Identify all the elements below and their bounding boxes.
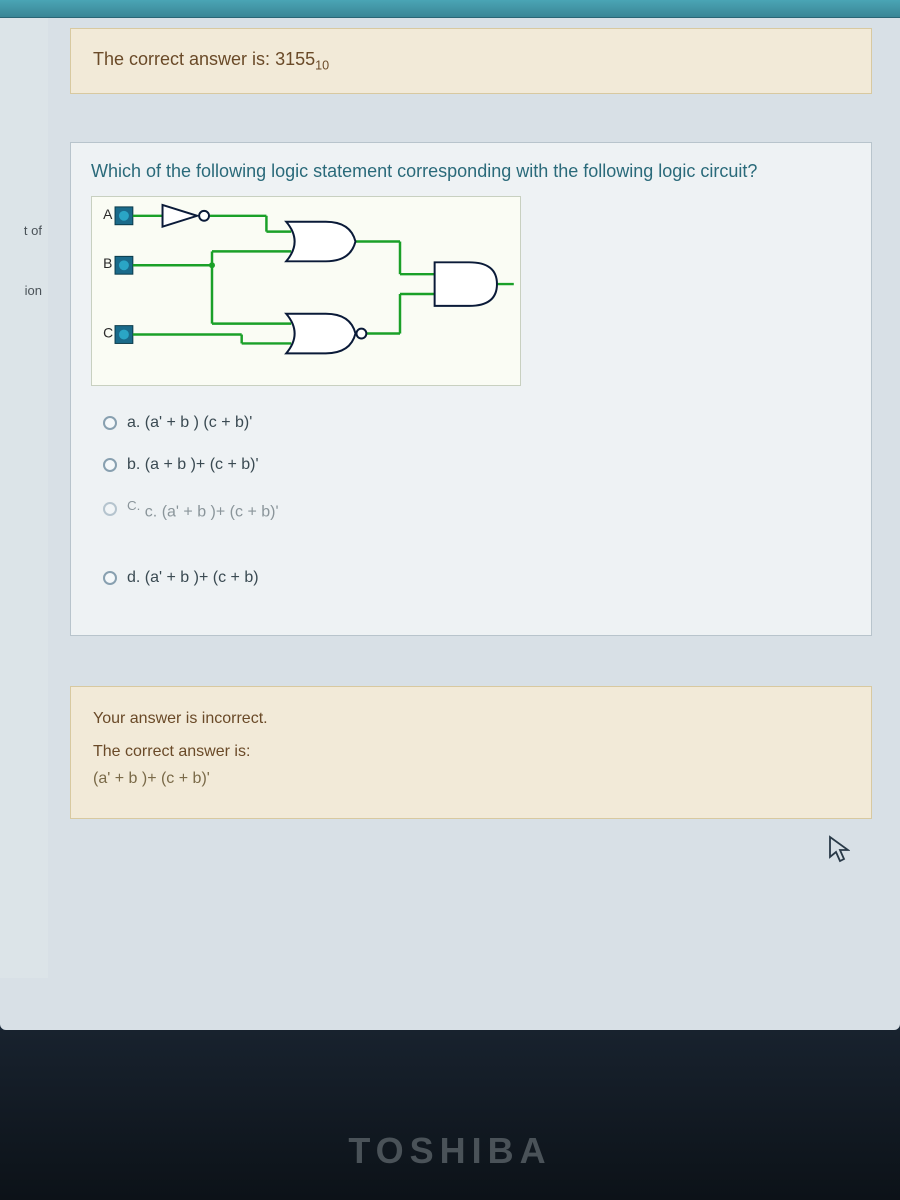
input-label-A: A — [103, 205, 113, 221]
option-label: a. (a' + b ) (c + b)' — [127, 414, 252, 432]
radio-icon[interactable] — [103, 502, 117, 516]
answer-options: a. (a' + b ) (c + b)' b. (a + b )+ (c + … — [91, 414, 851, 587]
circuit-svg: A B C — [92, 197, 520, 385]
or-gate-2 — [286, 313, 366, 353]
laptop-brand: TOSHIBA — [0, 1130, 900, 1172]
input-label-C: C — [103, 324, 113, 340]
option-a[interactable]: a. (a' + b ) (c + b)' — [103, 414, 851, 432]
input-A: A — [103, 205, 133, 224]
main-content: The correct answer is: 315510 Which of t… — [70, 28, 872, 819]
or-gate-1 — [286, 221, 355, 261]
feedback-banner: Your answer is incorrect. The correct an… — [70, 686, 872, 820]
question-text: Which of the following logic statement c… — [91, 161, 851, 182]
header-bar — [0, 0, 900, 18]
previous-answer-banner: The correct answer is: 315510 — [70, 28, 872, 94]
input-C: C — [103, 324, 133, 343]
feedback-incorrect: Your answer is incorrect. — [93, 705, 849, 732]
sidebar-text-2: ion — [0, 283, 48, 298]
feedback-correct-answer: (a' + b )+ (c + b)' — [93, 765, 849, 792]
feedback-correct-label: The correct answer is: — [93, 738, 849, 765]
radio-icon[interactable] — [103, 458, 117, 472]
logic-circuit-diagram: A B C — [91, 196, 521, 386]
option-c[interactable]: C. c. (a' + b )+ (c + b)' — [103, 498, 851, 521]
not-gate — [163, 205, 210, 227]
and-gate — [435, 262, 497, 306]
screen-area: t of ion The correct answer is: 315510 W… — [0, 0, 900, 1030]
input-label-B: B — [103, 255, 112, 271]
option-label: b. (a + b )+ (c + b)' — [127, 456, 259, 474]
option-d[interactable]: d. (a' + b )+ (c + b) — [103, 569, 851, 587]
question-container: Which of the following logic statement c… — [70, 142, 872, 636]
junction-dot — [209, 262, 215, 268]
radio-icon[interactable] — [103, 416, 117, 430]
input-B: B — [103, 255, 133, 274]
option-label: d. (a' + b )+ (c + b) — [127, 569, 259, 587]
sidebar-text-1: t of — [0, 223, 48, 238]
laptop-bezel — [0, 1030, 900, 1200]
quiz-sidebar: t of ion — [0, 18, 48, 978]
radio-icon[interactable] — [103, 571, 117, 585]
cursor-icon — [828, 835, 850, 870]
option-label: C. c. (a' + b )+ (c + b)' — [127, 498, 279, 521]
prev-answer-subscript: 10 — [315, 59, 329, 73]
prev-answer-value: 3155 — [275, 49, 315, 69]
option-b[interactable]: b. (a + b )+ (c + b)' — [103, 456, 851, 474]
prev-answer-prefix: The correct answer is: — [93, 49, 275, 69]
